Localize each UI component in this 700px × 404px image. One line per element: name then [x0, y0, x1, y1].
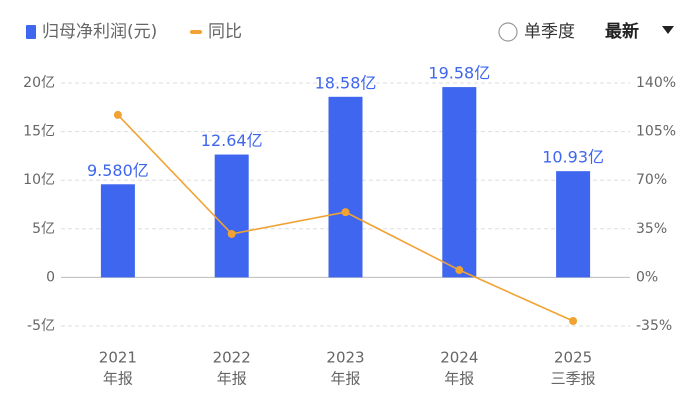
- y2-tick-label: 0%: [636, 269, 658, 285]
- toggle-label[interactable]: 单季度: [524, 22, 575, 42]
- data-label: 9.580亿: [87, 161, 149, 180]
- y-tick-label: 20亿: [23, 75, 55, 91]
- y2-tick-label: 70%: [636, 172, 667, 188]
- x-tick-label: 2023: [326, 349, 364, 367]
- legend-label: 归母净利润(元): [42, 22, 157, 42]
- y-tick-label: 15亿: [23, 124, 55, 140]
- bar: [100, 184, 135, 278]
- x-tick-label: 2025: [554, 349, 592, 367]
- data-label: 18.58亿: [315, 73, 377, 92]
- line-point: [455, 266, 464, 275]
- bar: [442, 87, 477, 278]
- y2-tick-label: 140%: [636, 75, 676, 91]
- y2-tick-label: 105%: [636, 124, 676, 140]
- line-point: [341, 208, 350, 217]
- legend-swatch: [26, 25, 36, 39]
- dropdown-arrow[interactable]: [662, 26, 674, 34]
- x-tick-sublabel: 年报: [330, 370, 360, 388]
- line-point: [227, 229, 236, 238]
- radio[interactable]: [498, 22, 518, 42]
- toggle[interactable]: 单季度: [498, 22, 575, 42]
- y2-tick-label: -35%: [636, 318, 672, 334]
- data-label: 12.64亿: [201, 131, 263, 150]
- line-point: [113, 110, 122, 119]
- bar: [328, 96, 363, 278]
- y-tick-label: 5亿: [32, 221, 55, 237]
- x-tick-label: 2022: [213, 349, 251, 367]
- y-tick-label: 10亿: [23, 172, 55, 188]
- dropdown-label[interactable]: 最新: [605, 21, 639, 42]
- x-tick-label: 2021: [99, 349, 137, 367]
- x-tick-sublabel: 三季报: [551, 370, 596, 388]
- legend-swatch: [190, 30, 202, 34]
- x-tick-label: 2024: [440, 349, 478, 367]
- x-tick-sublabel: 年报: [217, 370, 247, 388]
- y-tick-label: -5亿: [27, 318, 55, 334]
- bar: [214, 154, 249, 278]
- bar: [556, 171, 591, 278]
- line-point: [569, 317, 578, 326]
- x-tick-sublabel: 年报: [444, 370, 474, 388]
- x-tick-sublabel: 年报: [103, 370, 133, 388]
- y2-tick-label: 35%: [636, 221, 667, 237]
- data-label: 19.58亿: [428, 64, 490, 83]
- legend-label: 同比: [208, 22, 242, 42]
- data-label: 10.93亿: [542, 148, 604, 167]
- dropdown[interactable]: 最新: [605, 21, 674, 42]
- y-tick-label: 0: [46, 269, 55, 285]
